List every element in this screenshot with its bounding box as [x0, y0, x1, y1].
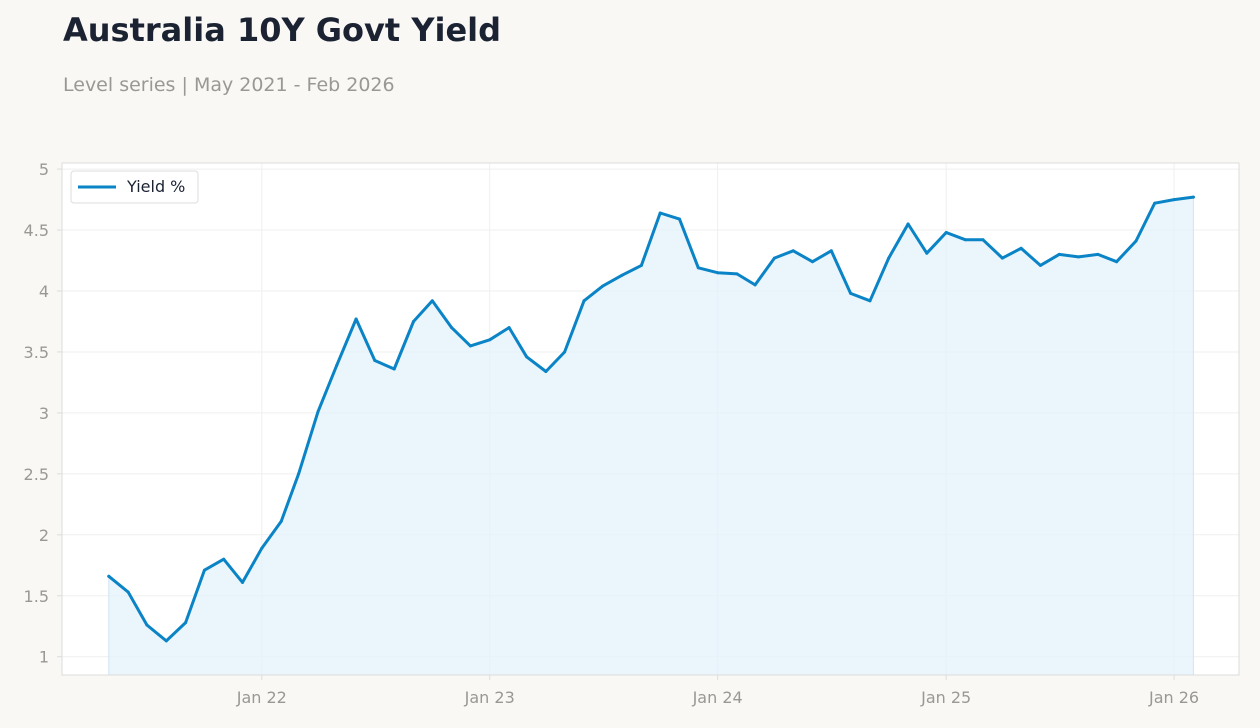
data-point [126, 590, 130, 594]
data-point [279, 519, 283, 523]
y-tick-label: 2.5 [24, 465, 49, 484]
y-tick-label: 1 [39, 648, 49, 667]
data-point [184, 621, 188, 625]
data-point [1191, 195, 1195, 199]
data-point [507, 326, 511, 330]
x-tick-label: Jan 22 [236, 688, 287, 707]
data-point [316, 410, 320, 414]
data-point [811, 260, 814, 264]
data-point [297, 472, 301, 476]
x-tick-label: Jan 24 [692, 688, 743, 707]
data-point [525, 355, 529, 359]
data-point [658, 211, 662, 215]
data-point [335, 363, 339, 367]
y-tick-label: 3.5 [24, 343, 49, 362]
data-point [696, 266, 700, 270]
data-point [981, 238, 985, 242]
data-point [260, 546, 264, 550]
y-axis-ticks: 1 1.5 2 2.5 3 3.5 4 4.5 5 [24, 160, 62, 667]
data-point [1077, 255, 1080, 259]
data-point [241, 580, 244, 584]
data-point [1172, 198, 1176, 202]
legend-box [70, 170, 199, 204]
data-point [829, 249, 833, 253]
y-tick-label: 5 [39, 160, 49, 179]
data-point [639, 263, 643, 267]
data-point [1000, 256, 1004, 260]
data-point [373, 359, 377, 362]
data-point [202, 568, 206, 572]
data-point [944, 231, 948, 234]
data-point [678, 217, 681, 221]
data-point [412, 320, 415, 323]
data-point [354, 317, 358, 321]
data-point [563, 350, 567, 354]
data-point [1134, 239, 1138, 243]
data-point [620, 273, 624, 277]
data-point [582, 299, 586, 303]
data-point [887, 256, 891, 260]
series-line-layer [107, 195, 1195, 643]
legend: Yield % [70, 170, 199, 204]
data-point [488, 338, 492, 342]
data-point [791, 249, 795, 253]
y-tick-label: 2 [39, 526, 49, 545]
chart-title: Australia 10Y Govt Yield [63, 11, 502, 49]
data-point [1019, 246, 1023, 250]
y-tick-label: 3 [39, 404, 49, 423]
y-tick-label: 4.5 [24, 221, 49, 240]
x-tick-label: Jan 25 [920, 688, 971, 707]
data-point [222, 557, 226, 561]
data-point [1096, 252, 1100, 256]
series-line-yield [107, 195, 1195, 643]
data-point [145, 623, 149, 627]
data-point [716, 271, 720, 275]
data-point [1057, 252, 1061, 256]
data-point [164, 639, 168, 643]
data-point [868, 299, 872, 303]
data-point [450, 326, 454, 330]
data-point [468, 344, 472, 348]
y-tick-label: 4 [39, 282, 49, 301]
data-point [735, 272, 739, 276]
data-point [772, 256, 776, 260]
data-point [1115, 260, 1119, 264]
data-point [544, 370, 548, 373]
legend-label-yield: Yield % [126, 177, 185, 196]
data-point [601, 284, 605, 288]
data-point [925, 251, 929, 255]
x-tick-label: Jan 26 [1148, 688, 1199, 707]
chart-subtitle: Level series | May 2021 - Feb 2026 [63, 74, 395, 96]
data-point [1038, 263, 1042, 267]
data-point [753, 283, 757, 287]
data-point [849, 291, 853, 295]
x-tick-label: Jan 23 [464, 688, 515, 707]
plot-border [61, 162, 1240, 676]
y-tick-label: 1.5 [24, 587, 49, 606]
data-point [964, 238, 967, 242]
data-point [392, 367, 396, 371]
data-point [906, 222, 910, 226]
data-point [430, 299, 434, 303]
data-point [107, 574, 111, 578]
x-axis-ticks: Jan 22 Jan 23 Jan 24 Jan 25 Jan 26 [236, 675, 1199, 707]
data-point [1153, 201, 1157, 205]
